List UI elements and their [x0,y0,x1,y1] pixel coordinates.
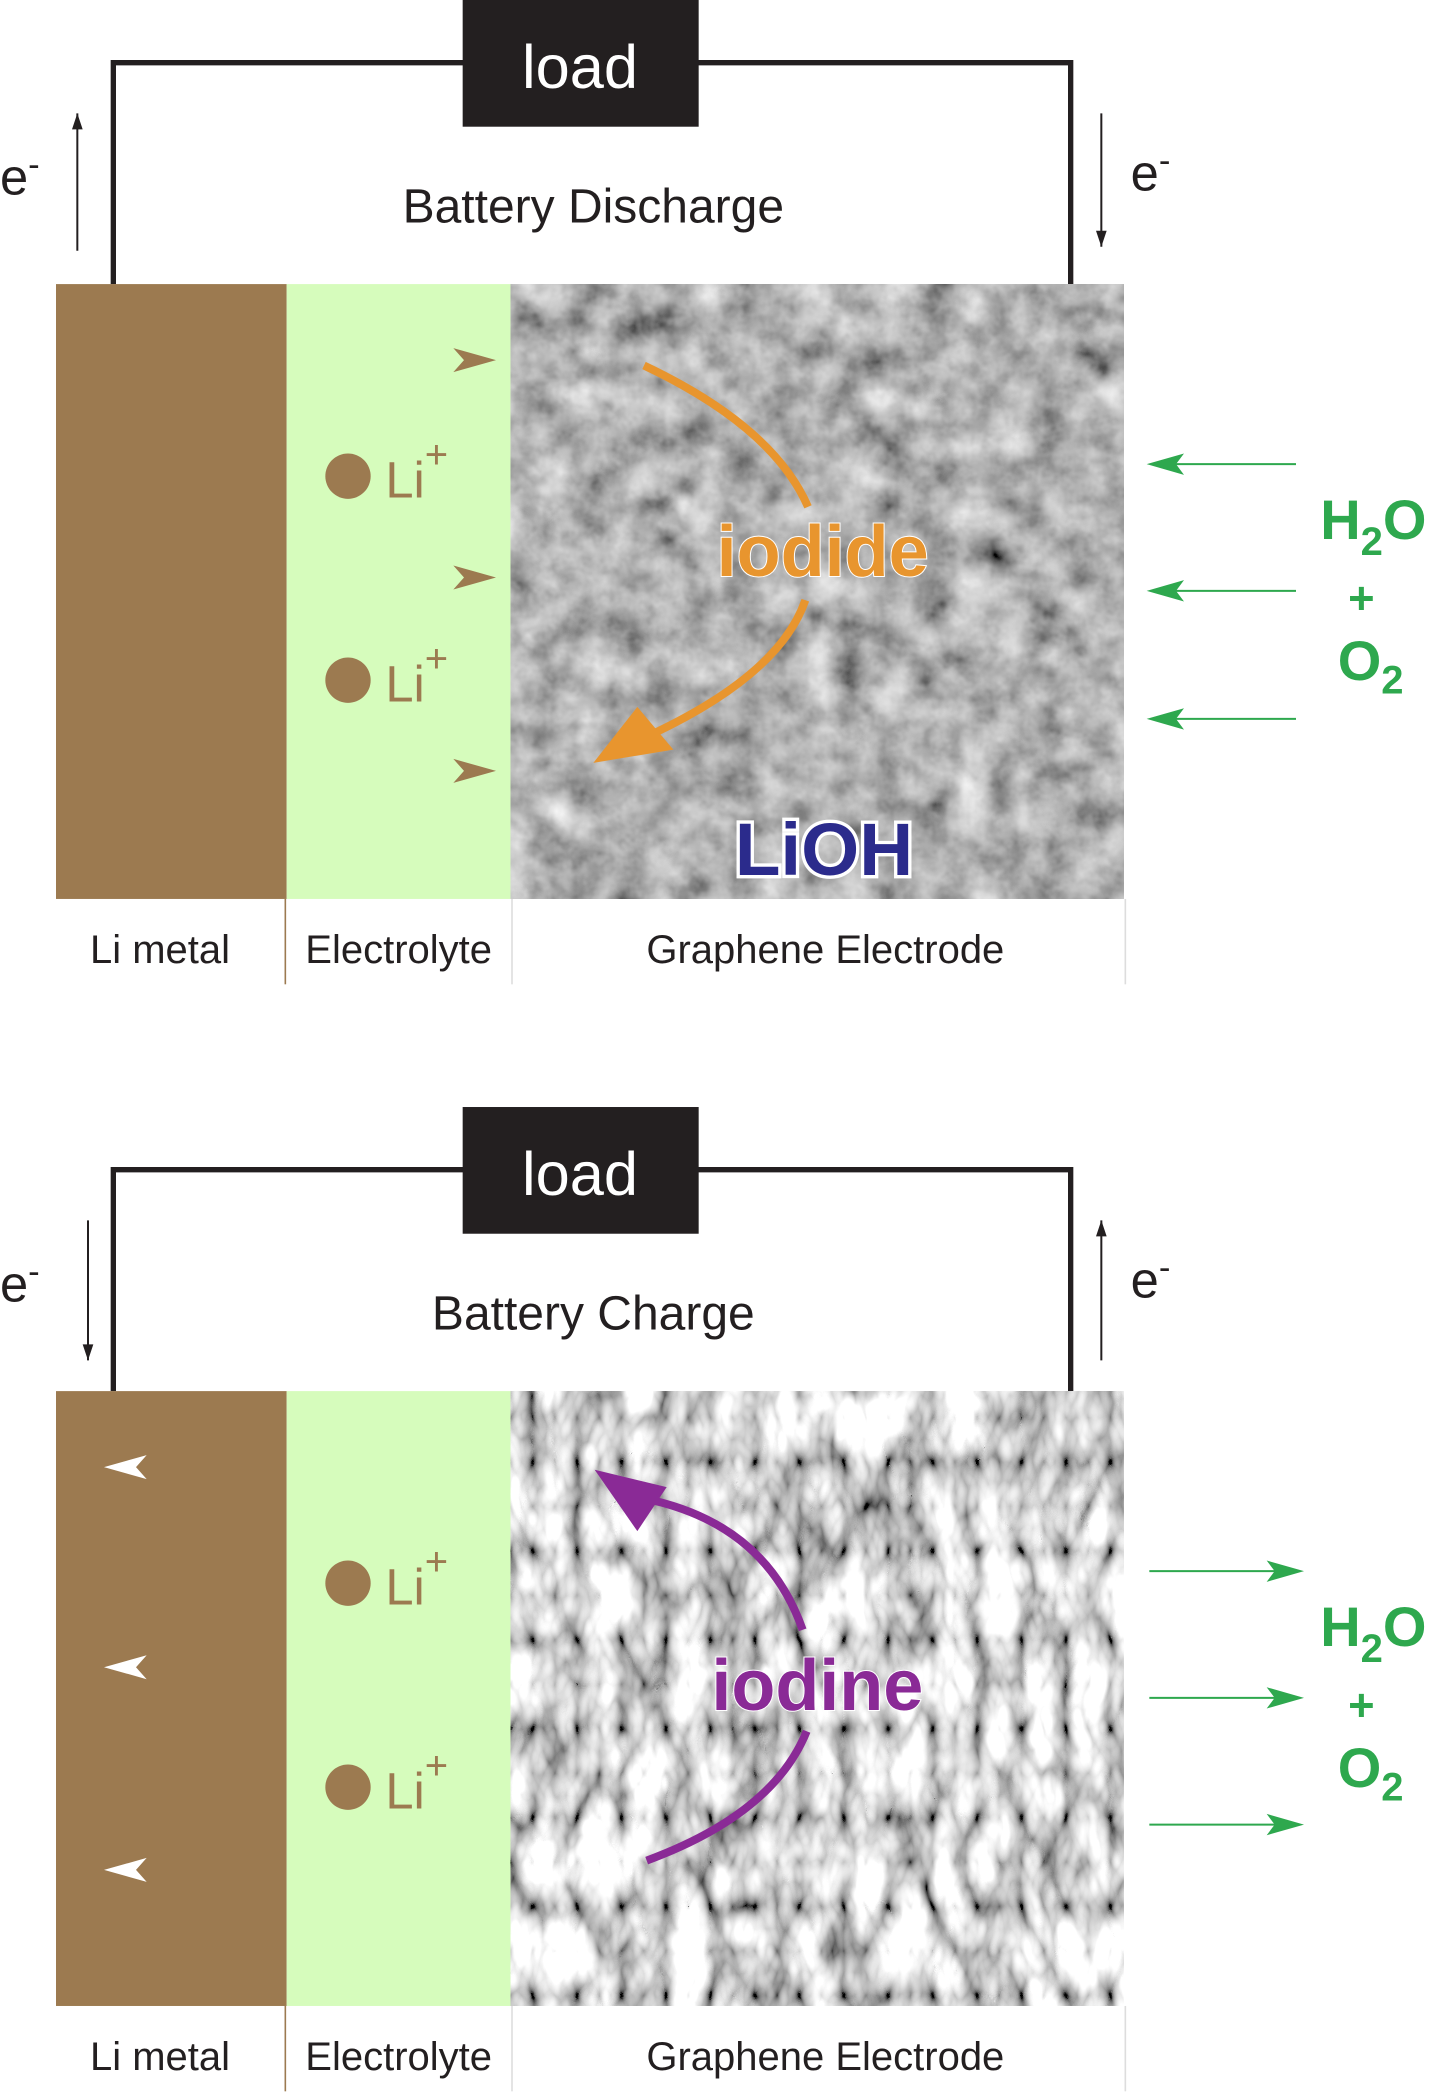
species-arrow-lower [651,598,810,738]
arrow-left-icon [1146,580,1184,602]
electron-arrow-down-icon-head [82,1344,94,1361]
arrow-right-icon [1266,1687,1304,1709]
o-symbol: O [1338,1736,1382,1799]
layer-label: Electrolyte [305,928,492,972]
arrow-left-icon [104,1455,147,1480]
arrowhead-icon [594,1469,667,1532]
electron-charge: - [1159,142,1171,180]
ion-charge: + [425,637,448,681]
electron-label-left: e- [0,1253,40,1313]
layer-label: Graphene Electrode [646,2035,1004,2079]
electrolyte-layer [286,284,511,899]
subscript-2: 2 [1381,659,1403,703]
h-symbol: H [1320,488,1360,551]
li-ion-dot [325,1560,371,1606]
subscript-2: 2 [1361,520,1383,564]
ion-charge: + [425,433,448,477]
species-arrow-lower [645,1729,811,1865]
plus-label: + [1348,573,1374,624]
layer-label: Li metal [90,2035,230,2079]
ion-symbol: Li [385,451,424,508]
electron-arrow-down-icon-head [1096,230,1107,247]
load-box [462,0,699,127]
arrowhead-icon [593,706,674,763]
electrolyte-layer [286,1391,511,2006]
li-metal-layer [56,1391,287,2006]
load-label: load [522,1139,638,1208]
o-symbol: O [1383,488,1427,551]
panel-title: Battery Charge [432,1288,755,1341]
species-arrow-upper [642,361,812,509]
subscript-2: 2 [1381,1766,1403,1810]
li-ion-dot [325,1764,371,1810]
panel-title: Battery Discharge [403,181,784,234]
ion-symbol: Li [385,656,424,713]
arrow-right-icon [1266,1560,1304,1582]
sem-texture [510,284,1125,899]
load-box [462,1107,699,1234]
layer-label: Li metal [90,928,230,972]
li-ion-dot [325,657,371,703]
li-ion-label: Li+ [385,1744,448,1819]
electron-symbol: e [1131,1252,1159,1309]
arrow-left-icon [104,1655,147,1680]
gas-o2-label: O2 [1338,629,1404,702]
arrow-right-icon [453,348,496,373]
electron-charge: - [28,1253,40,1291]
o-symbol: O [1338,629,1382,692]
o-symbol: O [1383,1595,1427,1658]
species-label: iodide [717,512,929,592]
electron-arrow-up-icon-head [72,113,83,130]
electron-arrow-up-icon-head [1096,1220,1107,1237]
arrow-right-icon [453,758,496,783]
li-metal-layer [56,284,287,899]
ion-charge: + [425,1744,448,1788]
electron-charge: - [28,146,40,184]
arrow-left-icon [1146,453,1184,475]
product-label: LiOH [735,807,913,891]
li-ion-label: Li+ [385,1540,448,1615]
arrow-left-icon [104,1857,147,1882]
species-label: iodine [711,1646,923,1726]
gas-o2-label: O2 [1338,1736,1404,1809]
electron-label-right: e- [1131,142,1171,202]
arrow-left-icon [1146,708,1184,730]
arrow-right-icon [453,565,496,590]
h-symbol: H [1320,1595,1360,1658]
electron-symbol: e [0,1256,28,1313]
arrow-right-icon [1266,1813,1304,1836]
ion-charge: + [425,1540,448,1584]
species-arrow-upper [652,1496,807,1632]
li-ion-label: Li+ [385,433,448,508]
subscript-2: 2 [1361,1627,1383,1671]
electron-symbol: e [0,149,28,206]
layer-label: Graphene Electrode [646,928,1004,972]
gas-h2o-label: H2O [1320,488,1426,564]
electron-label-right: e- [1131,1249,1171,1309]
load-label: load [522,32,638,101]
li-ion-dot [325,453,371,499]
plus-label: + [1348,1680,1374,1731]
electron-label-left: e- [0,146,40,206]
ion-symbol: Li [385,1763,424,1820]
layer-label: Electrolyte [305,2035,492,2079]
ion-symbol: Li [385,1559,424,1616]
electron-charge: - [1159,1249,1171,1287]
electron-symbol: e [1131,145,1159,202]
gas-h2o-label: H2O [1320,1595,1426,1671]
li-ion-label: Li+ [385,637,448,712]
